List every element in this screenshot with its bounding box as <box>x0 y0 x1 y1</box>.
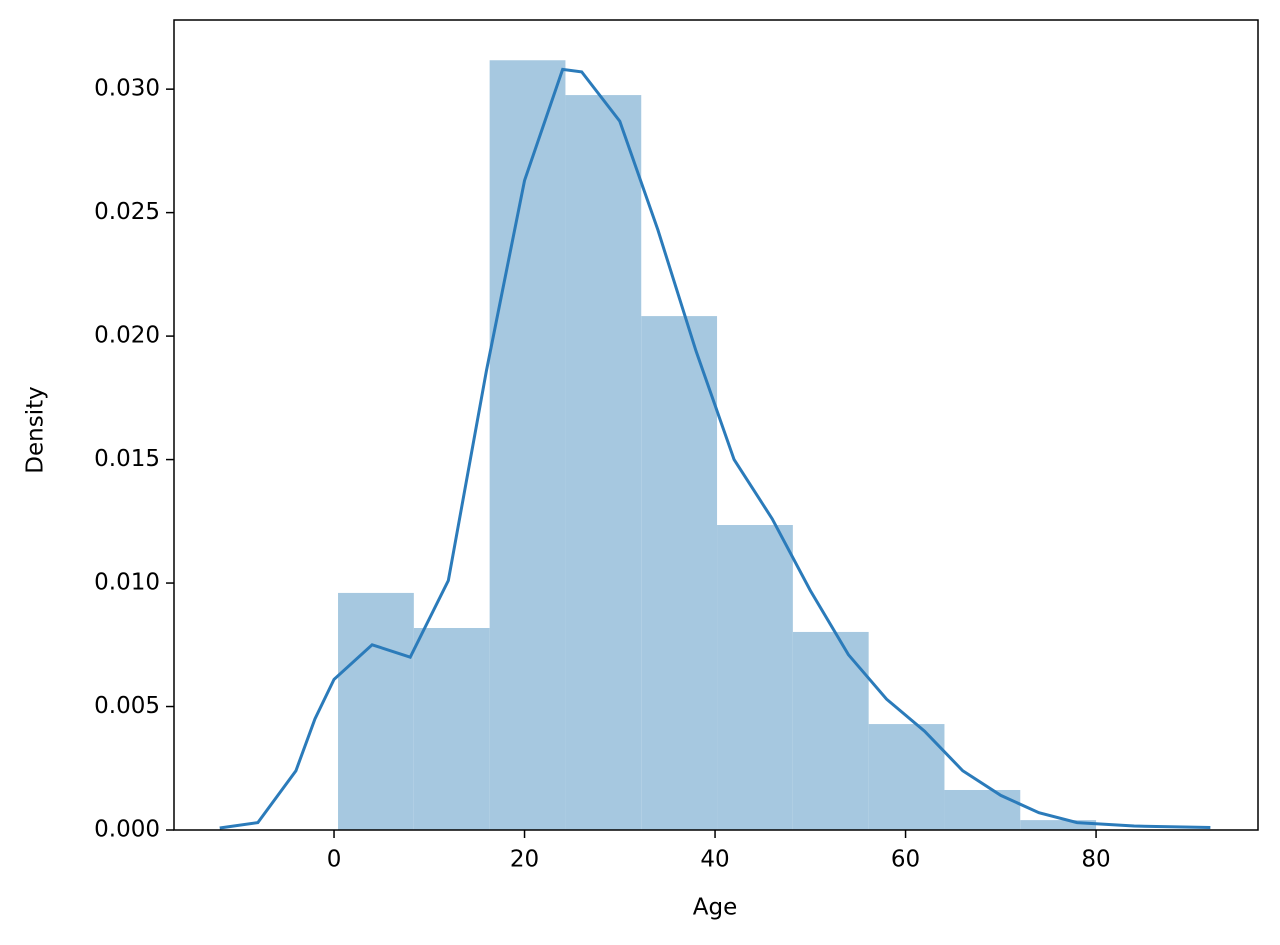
bar <box>413 627 490 830</box>
x-tick-label: 0 <box>327 847 342 873</box>
x-tick-label: 80 <box>1081 847 1110 873</box>
bar <box>338 592 414 830</box>
y-tick-label: 0.025 <box>94 199 160 225</box>
y-tick-label: 0.010 <box>94 570 160 596</box>
bar <box>1020 820 1097 830</box>
plot-frame <box>173 19 1259 831</box>
x-tick-label: 40 <box>700 847 729 873</box>
y-tick-label: 0.015 <box>94 446 160 472</box>
x-tick-label: 60 <box>891 847 920 873</box>
bar <box>641 316 718 831</box>
bar <box>944 789 1021 830</box>
bar <box>565 95 642 830</box>
bar <box>868 724 945 830</box>
y-axis-label: Density <box>23 386 49 473</box>
y-tick-label: 0.000 <box>94 817 160 843</box>
y-tick-label: 0.030 <box>94 76 160 102</box>
y-tick-label: 0.020 <box>94 323 160 349</box>
bar <box>717 525 793 830</box>
bar <box>792 631 869 830</box>
bar <box>489 60 566 830</box>
x-axis-label: Age <box>693 895 737 921</box>
kde-line <box>219 67 1211 830</box>
x-tick-label: 20 <box>510 847 539 873</box>
y-tick-label: 0.005 <box>94 693 160 719</box>
